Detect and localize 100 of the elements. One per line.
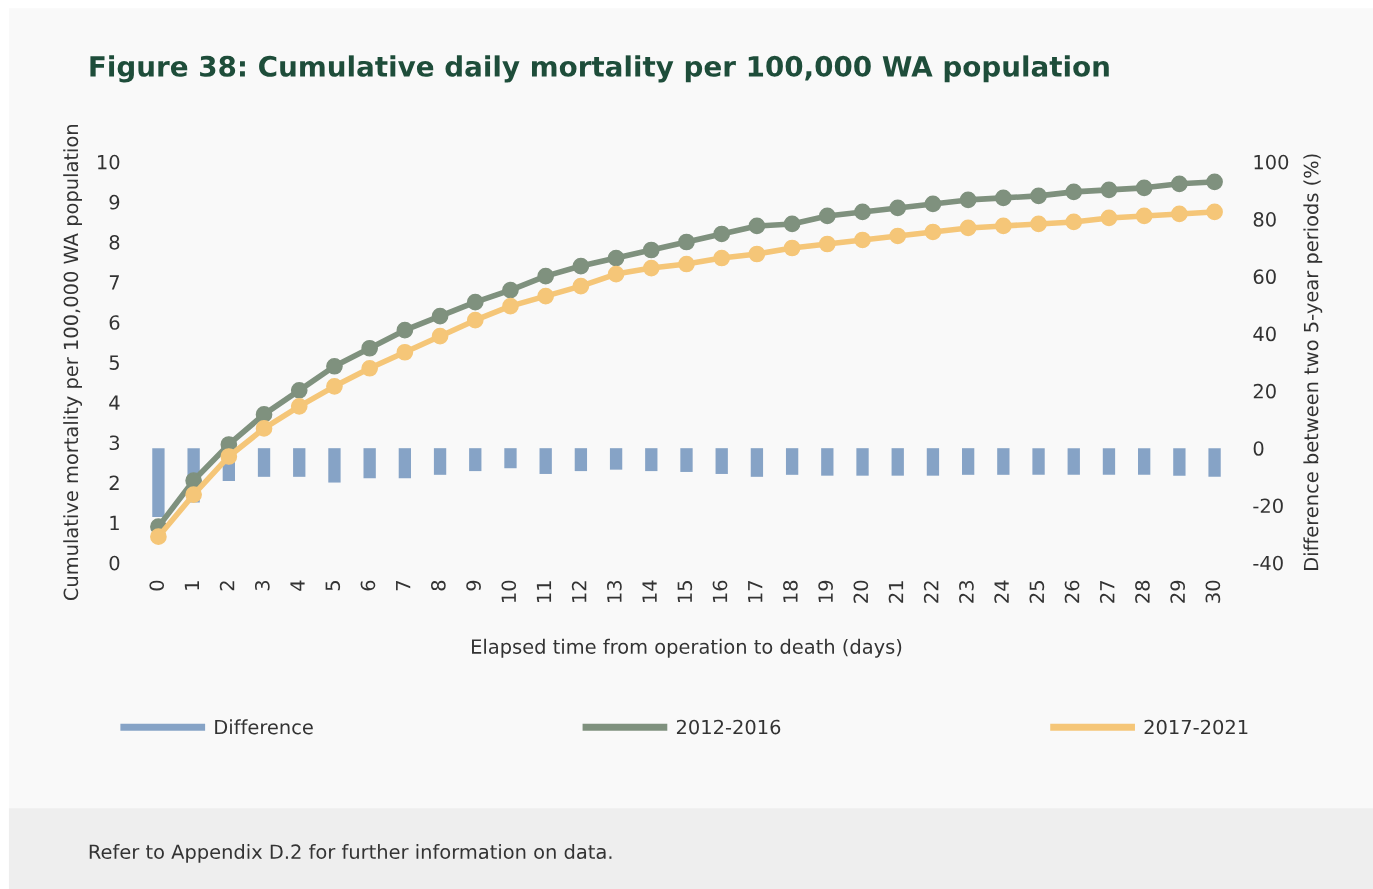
x-tick-label: 10 [501,580,517,603]
point [889,199,907,217]
point [537,267,555,285]
point [255,420,273,437]
y2-tick-label: 80 [1253,212,1276,227]
x-tick-label: 25 [1029,581,1045,603]
point [572,257,590,275]
x-tick-label: 12 [571,581,587,603]
point [818,235,836,253]
y-tick-label: 10 [98,154,120,170]
point [431,307,449,325]
y-tick-label: 2 [109,475,119,490]
point [502,281,519,299]
x-tick-label: 6 [360,580,376,591]
point [431,327,449,345]
point [1206,173,1223,191]
point [713,225,731,243]
x-tick-label: 3 [254,580,270,591]
point [783,239,801,257]
y-tick-label: 8 [109,234,120,250]
point [572,277,590,295]
point [1100,181,1118,199]
x-tick-label: 29 [1170,580,1186,603]
x-tick-label: 19 [818,580,833,603]
x-tick-label: 2 [219,581,235,591]
y-tick-label: 4 [109,395,120,410]
x-tick-label: 23 [959,580,974,603]
x-tick-label: 7 [396,581,411,591]
x-tick-label: 30 [1205,580,1221,603]
point [678,255,695,273]
x-tick-label: 15 [677,581,693,603]
x-tick-label: 5 [325,581,341,591]
point [678,233,695,251]
point [396,343,414,361]
point [326,357,343,375]
y-tick-label: 0 [109,555,120,571]
y2-tick-label: 60 [1253,269,1276,285]
point [607,249,625,267]
y-tick-label: 5 [109,355,119,370]
point [959,219,977,237]
point [290,398,308,415]
point [396,321,414,339]
x-tick-label: 1 [184,581,199,590]
x-tick-label: 24 [994,580,1009,603]
point [607,265,625,283]
x-tick-label: 13 [607,580,622,603]
point [713,249,731,267]
point [924,223,942,241]
x-tick-label: 16 [712,580,728,603]
y2-tick-label: -40 [1253,555,1283,571]
point [361,339,378,357]
x-tick-label: 14 [642,580,657,603]
x-tick-label: 26 [1064,580,1080,603]
legend-label: Difference [215,719,313,735]
y-axis-title: Cumulative mortality per 100,000 WA population [63,125,82,601]
y-tick-label: 1 [110,515,119,531]
point [255,406,273,423]
point [1100,209,1118,227]
point [1030,215,1047,233]
point [361,359,378,377]
x-tick-label: 4 [290,580,305,591]
x-tick-label: 22 [923,581,939,603]
y2-tick-label: 0 [1253,441,1264,456]
x-axis-title: Elapsed time from operation to death (days) [472,638,902,658]
y-tick-label: 9 [109,194,120,210]
point [1171,205,1188,223]
point [642,259,660,277]
point [502,297,519,315]
y2-tick-label: -20 [1253,498,1283,514]
point [1135,207,1153,225]
point [854,203,871,221]
point [537,287,555,305]
point [185,486,202,503]
x-tick-label: 9 [466,580,481,591]
chart-title: Figure 38: Cumulative daily mortality per 100,000 WA population [90,55,1109,83]
point [924,195,942,213]
point [150,528,167,546]
y-tick-label: 3 [109,435,120,451]
point [783,215,801,233]
point [995,217,1012,235]
y2-tick-label: 100 [1254,154,1289,170]
point [326,377,343,395]
point [642,241,660,259]
x-tick-label: 28 [1135,580,1150,603]
y2-tick-label: 20 [1253,383,1276,399]
point [466,293,484,311]
x-tick-label: 27 [1099,581,1115,603]
point [889,227,907,245]
point [959,191,977,209]
x-tick-label: 18 [783,580,798,603]
point [995,189,1012,207]
point [466,311,484,329]
point [1065,183,1083,201]
point [748,217,766,235]
point [290,381,308,399]
text: Refer to Appendix D.2 for further information on data. [89,844,612,863]
point [1206,203,1223,221]
legend-label: 2012-2016 [676,719,781,735]
point [1065,213,1083,231]
y-tick-label: 6 [109,315,120,330]
